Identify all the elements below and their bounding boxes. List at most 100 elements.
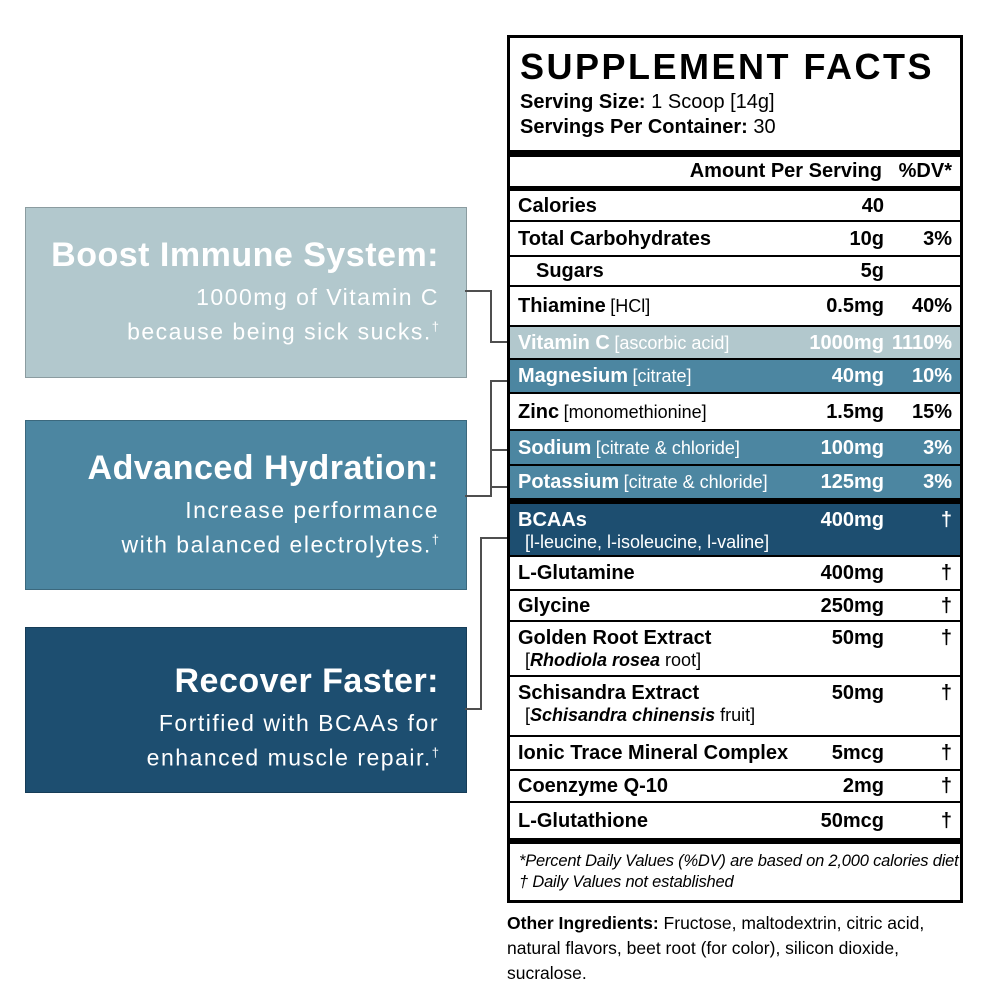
ingredient-subline: [Schisandra chinensis fruit]: [518, 705, 780, 725]
dv-value: 15%: [911, 400, 952, 423]
section-separator: [510, 838, 960, 844]
callout-line: because being sick sucks.†: [46, 312, 439, 347]
supplement-facts-panel: SUPPLEMENT FACTS Serving Size: 1 Scoop […: [507, 35, 963, 903]
connector-line-sodium: [490, 449, 510, 451]
table-row-calories: Calories 40: [510, 191, 960, 222]
ingredient-name: Coenzyme Q-10: [518, 775, 669, 797]
amount-value: 50mcg: [820, 809, 884, 832]
amount-value: 400mg: [820, 562, 884, 584]
amount-value: 2mg: [842, 775, 884, 797]
callout-line-text: enhanced muscle repair.: [146, 744, 432, 771]
ingredient-name: Total Carbohydrates: [518, 227, 711, 250]
callout-line-text: because being sick sucks.: [127, 318, 432, 345]
ingredient-subline: [Rhodiola rosea root]: [518, 650, 780, 670]
amount-value: 1000mg: [809, 331, 884, 354]
connector-line-magnesium: [490, 380, 510, 382]
subline-text: [l-leucine, l-isoleucine, l-valine]: [525, 532, 770, 552]
dv-value: †: [940, 509, 952, 531]
connector-line-vitamin-c: [490, 290, 492, 343]
rows-container: Calories 40 Total Carbohydrates 10g 3% Sugars…: [510, 191, 960, 844]
ingredient-detail: [HCl]: [610, 296, 651, 316]
ingredient-name: Golden Root Extract: [518, 627, 712, 649]
amount-value: 1.5mg: [826, 400, 884, 423]
callout-line: with balanced electrolytes.†: [46, 525, 440, 560]
ingredient-name: Potassium: [518, 471, 620, 493]
ingredient-name: BCAAs: [518, 509, 587, 531]
subline-text: fruit]: [715, 705, 756, 725]
dagger-superscript: †: [431, 532, 439, 547]
ingredient-name: Sodium: [518, 436, 592, 459]
callout-line: Increase performance: [185, 497, 439, 523]
ingredient-name: Calories: [518, 194, 597, 217]
ingredient-name: Sugars: [536, 260, 604, 282]
amount-value: 125mg: [820, 471, 884, 493]
subline-text: [: [525, 705, 531, 725]
table-row-glycine: Glycine 250mg †: [510, 591, 960, 622]
table-row-total-carbohydrates: Total Carbohydrates 10g 3%: [510, 222, 960, 257]
dv-value: 1110%: [891, 331, 952, 354]
dagger-superscript: †: [431, 319, 439, 334]
footnote-line-1: *Percent Daily Values (%DV) are based on…: [519, 852, 959, 870]
other-ingredients-text: Fructose, maltodextrin, citric acid, nat…: [507, 913, 925, 983]
serving-size-label: Serving Size:: [520, 91, 646, 113]
panel-title: SUPPLEMENT FACTS: [520, 46, 935, 87]
dv-value: †: [940, 809, 952, 832]
table-row-l-glutathione: L-Glutathione 50mcg †: [510, 803, 960, 838]
ingredient-name: L-Glutathione: [518, 809, 648, 832]
dv-value: 3%: [923, 227, 952, 250]
section-separator: [510, 150, 960, 157]
amount-value: 10g: [849, 227, 884, 250]
dv-value: †: [940, 775, 952, 797]
amount-header-label: Amount Per Serving: [689, 160, 882, 182]
ingredient-name: L-Glutamine: [518, 562, 635, 584]
table-row-vitamin-c: Vitamin C [ascorbic acid] 1000mg 1110%: [510, 327, 960, 360]
ingredient-name: Ionic Trace Mineral Complex: [518, 742, 789, 764]
ingredient-name: Thiamine: [518, 295, 606, 317]
table-row-thiamine: Thiamine [HCl] 0.5mg 40%: [510, 287, 960, 327]
amount-value: 40mg: [831, 365, 884, 387]
table-row-l-glutamine: L-Glutamine 400mg †: [510, 557, 960, 591]
serving-size-line: Serving Size: 1 Scoop [14g]: [520, 90, 950, 115]
dv-value: 3%: [923, 471, 952, 493]
ingredient-detail: [citrate]: [632, 366, 692, 386]
ingredient-name: Zinc: [518, 400, 560, 423]
callout-advanced-hydration: Advanced Hydration: Increase performance…: [25, 420, 467, 590]
dv-value: 3%: [923, 436, 952, 459]
other-ingredients: Other Ingredients: Fructose, maltodextri…: [507, 911, 973, 986]
callout-line: Fortified with BCAAs for: [158, 710, 439, 736]
servings-value: 30: [753, 116, 776, 138]
section-separator: [510, 498, 960, 504]
amount-value: 100mg: [820, 436, 884, 459]
callout-line: 1000mg of Vitamin C: [196, 284, 439, 310]
table-row-ionic-trace-mineral-complex: Ionic Trace Mineral Complex 5mcg †: [510, 737, 960, 771]
amount-value: 5mcg: [831, 742, 884, 764]
table-row-sodium: Sodium [citrate & chloride] 100mg 3%: [510, 431, 960, 466]
table-row-zinc: Zinc [monomethionine] 1.5mg 15%: [510, 394, 960, 431]
ingredient-name: Magnesium: [518, 365, 629, 387]
amount-value: 50mg: [831, 682, 884, 704]
subline-text: [: [525, 650, 531, 670]
dv-value: †: [940, 627, 952, 649]
dv-value: †: [940, 682, 952, 704]
ingredient-detail: [ascorbic acid]: [614, 332, 730, 353]
dv-value: 40%: [911, 295, 952, 317]
amount-value: 0.5mg: [826, 295, 884, 317]
callout-title: Recover Faster:: [174, 662, 439, 700]
servings-line: Servings Per Container: 30: [520, 115, 950, 140]
ingredient-name: Glycine: [518, 594, 591, 617]
connector-line-hydration: [465, 495, 492, 497]
ingredient-detail: [monomethionine]: [563, 401, 707, 422]
table-row-potassium: Potassium [citrate & chloride] 125mg 3%: [510, 466, 960, 498]
callout-line: enhanced muscle repair.†: [46, 738, 439, 773]
ingredient-name: Vitamin C: [518, 331, 610, 354]
dv-value: 10%: [911, 365, 952, 387]
callout-title: Boost Immune System:: [51, 236, 439, 274]
subline-text: root]: [660, 650, 702, 670]
table-row-bcaas: BCAAs [l-leucine, l-isoleucine, l-valine]…: [510, 504, 960, 557]
amount-value: 400mg: [820, 509, 884, 531]
amount-value: 50mg: [831, 627, 884, 649]
dagger-superscript: †: [431, 745, 439, 760]
ingredient-subline: [l-leucine, l-isoleucine, l-valine]: [518, 532, 780, 552]
connector-line-vitamin-c: [490, 341, 510, 343]
table-row-magnesium: Magnesium [citrate] 40mg 10%: [510, 360, 960, 394]
